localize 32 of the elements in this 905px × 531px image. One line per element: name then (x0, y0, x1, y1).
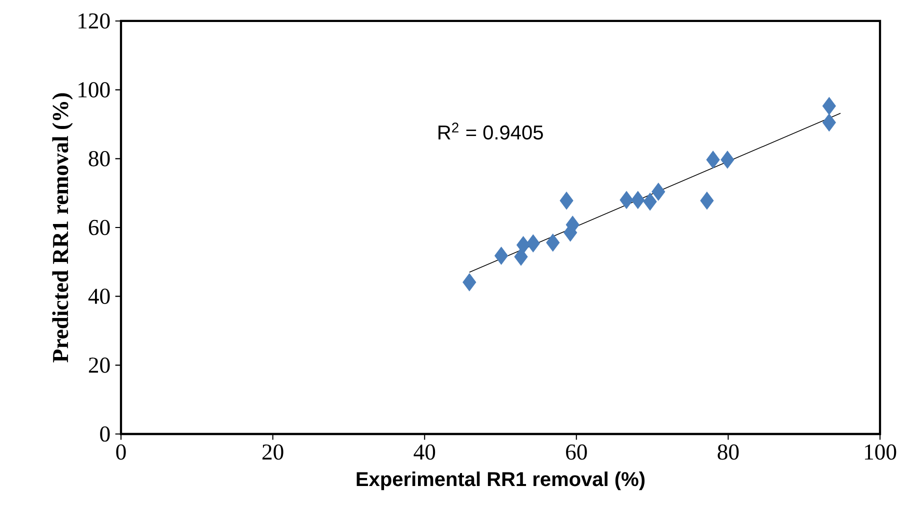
point (516, 236, 530, 254)
x-tick-label: 100 (865, 444, 896, 460)
x-tick-label: 20 (262, 444, 284, 460)
y-tick-label: 0 (100, 426, 110, 442)
point (822, 114, 836, 132)
y-tick-label: 20 (88, 358, 110, 373)
y-tick-label: 40 (88, 288, 110, 304)
point (526, 234, 540, 252)
point (643, 192, 657, 211)
y-tick-label: 80 (88, 151, 110, 166)
y-tick-label: 100 (78, 82, 110, 98)
y-axis-title: Predicted RR1 removal (%) (52, 93, 73, 362)
point (514, 248, 528, 266)
x-tick-label: 60 (566, 444, 587, 460)
point (462, 273, 476, 292)
x-tick-label: 80 (718, 444, 739, 460)
point (706, 150, 720, 169)
y-tick-label: 120 (78, 13, 110, 29)
point (494, 246, 508, 265)
point (822, 97, 836, 115)
point (631, 191, 645, 209)
y-tick-label: 60 (88, 220, 110, 236)
point (700, 192, 714, 210)
point (652, 182, 666, 201)
x-tick-label: 40 (414, 444, 436, 460)
point (560, 192, 574, 210)
annotation: R$^{2}$ = 0.9405 (438, 122, 543, 140)
point (546, 234, 560, 252)
x-tick-label: 0 (116, 444, 126, 460)
x-axis-title: Experimental RR1 removal (%) (356, 472, 645, 490)
point (720, 150, 734, 169)
point (620, 191, 634, 209)
